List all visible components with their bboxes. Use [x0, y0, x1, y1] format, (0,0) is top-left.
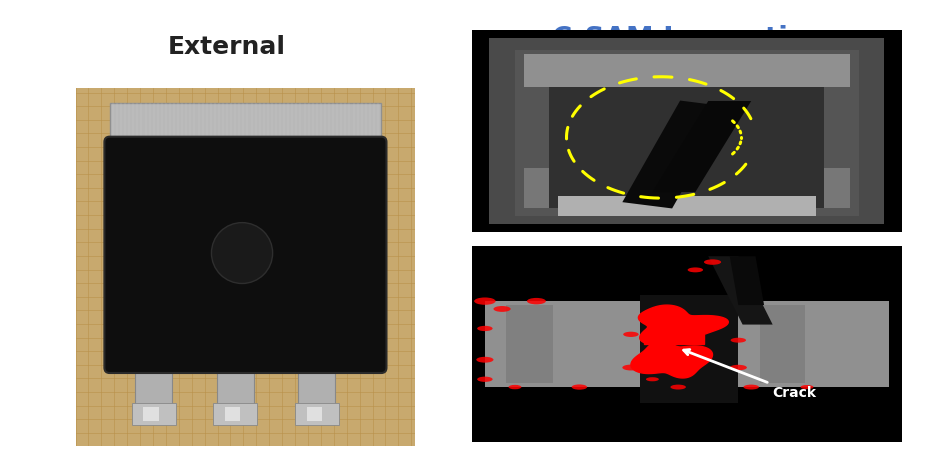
- Ellipse shape: [527, 298, 546, 305]
- Bar: [524, 168, 588, 208]
- Ellipse shape: [509, 385, 521, 389]
- Ellipse shape: [704, 259, 721, 265]
- Polygon shape: [638, 305, 728, 344]
- Polygon shape: [708, 256, 772, 325]
- Bar: [738, 301, 888, 387]
- Ellipse shape: [477, 377, 493, 382]
- Polygon shape: [652, 101, 751, 192]
- Bar: [225, 407, 241, 421]
- Text: C-SAM Inspection: C-SAM Inspection: [551, 25, 827, 53]
- Bar: [110, 103, 381, 146]
- Bar: [515, 50, 859, 216]
- Ellipse shape: [572, 385, 587, 390]
- Ellipse shape: [687, 267, 703, 272]
- Polygon shape: [631, 341, 713, 378]
- Bar: [307, 407, 322, 421]
- Ellipse shape: [646, 377, 659, 381]
- Bar: [506, 305, 553, 383]
- Bar: [135, 360, 173, 411]
- Ellipse shape: [211, 223, 273, 284]
- Ellipse shape: [623, 332, 639, 337]
- Bar: [549, 87, 824, 208]
- Bar: [295, 404, 339, 425]
- Bar: [639, 295, 738, 403]
- Bar: [213, 404, 258, 425]
- Bar: [785, 168, 850, 208]
- Bar: [143, 407, 159, 421]
- Bar: [524, 54, 850, 87]
- Bar: [298, 360, 335, 411]
- Ellipse shape: [731, 338, 746, 343]
- Ellipse shape: [670, 385, 686, 390]
- Ellipse shape: [730, 365, 747, 370]
- Ellipse shape: [652, 322, 669, 327]
- Ellipse shape: [744, 385, 759, 390]
- Bar: [760, 305, 805, 383]
- FancyBboxPatch shape: [105, 137, 386, 373]
- Bar: [216, 360, 254, 411]
- Bar: [131, 404, 176, 425]
- FancyBboxPatch shape: [431, 0, 944, 465]
- Text: External: External: [168, 35, 285, 59]
- Ellipse shape: [801, 385, 814, 389]
- Ellipse shape: [474, 298, 496, 305]
- Text: Crack: Crack: [683, 350, 817, 400]
- Ellipse shape: [494, 306, 511, 312]
- Bar: [558, 196, 816, 216]
- Polygon shape: [730, 256, 764, 305]
- Bar: [622, 100, 730, 208]
- Polygon shape: [644, 334, 704, 344]
- Ellipse shape: [477, 357, 494, 363]
- Ellipse shape: [622, 365, 639, 371]
- Bar: [485, 301, 639, 387]
- Ellipse shape: [477, 326, 493, 331]
